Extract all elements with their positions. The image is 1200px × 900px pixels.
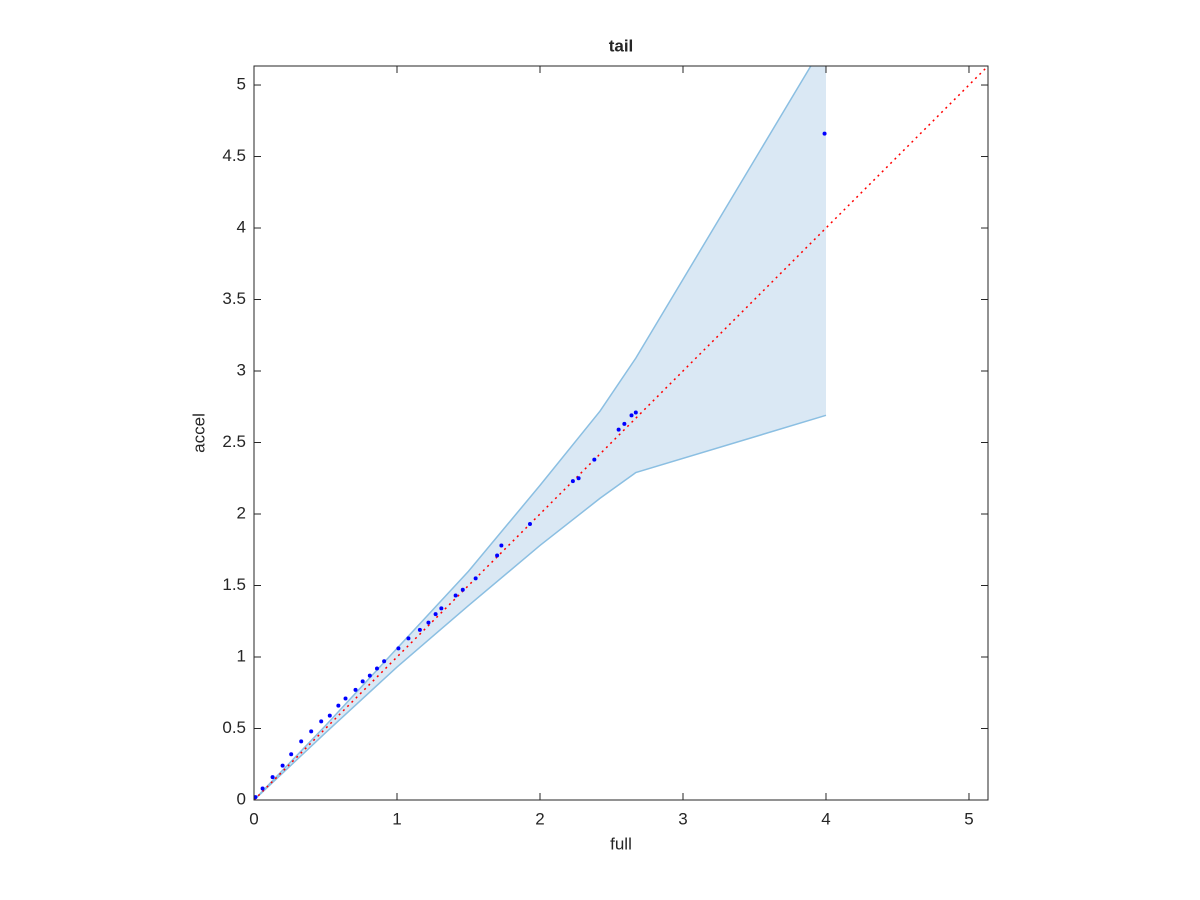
y-tick-label: 2 [237, 503, 246, 522]
data-point [616, 427, 621, 432]
axes-box [253, 65, 989, 801]
data-point [353, 687, 358, 692]
y-tick-label: 0 [237, 789, 246, 808]
data-point [417, 627, 422, 632]
data-point [439, 606, 444, 611]
x-tick-label: 5 [964, 809, 973, 828]
chart-title: tail [609, 36, 634, 55]
data-point [343, 696, 348, 701]
data-point [360, 679, 365, 684]
y-tick-label: 5 [237, 75, 246, 94]
y-tick-label: 3.5 [222, 289, 246, 308]
y-tick-label: 4 [237, 217, 246, 236]
y-tick-label: 1 [237, 646, 246, 665]
x-axis-label: full [610, 834, 632, 853]
data-point [629, 413, 634, 418]
data-point [473, 576, 478, 581]
data-point [382, 659, 387, 664]
data-point [270, 775, 275, 780]
data-point [254, 795, 258, 800]
data-point [327, 713, 332, 718]
data-point [260, 786, 265, 791]
y-tick-label: 1.5 [222, 575, 246, 594]
x-tick-label: 2 [535, 809, 544, 828]
y-tick-label: 0.5 [222, 718, 246, 737]
data-point [374, 666, 379, 671]
data-point [433, 612, 438, 617]
confidence-band [254, 66, 826, 800]
data-point [309, 729, 314, 734]
y-tick-label: 4.5 [222, 146, 246, 165]
data-point [396, 646, 401, 651]
plot-area [254, 66, 988, 800]
data-point [336, 703, 341, 708]
band-edge [254, 414, 827, 800]
data-point [299, 739, 304, 744]
data-point [289, 752, 294, 757]
data-point [822, 131, 827, 136]
x-tick-label: 3 [678, 809, 687, 828]
data-point [592, 457, 597, 462]
data-point [367, 673, 372, 678]
data-point [460, 587, 465, 592]
data-point [622, 421, 627, 426]
data-point [570, 479, 575, 484]
data-point [633, 410, 638, 415]
y-tick-label: 2.5 [222, 432, 246, 451]
x-tick-label: 1 [392, 809, 401, 828]
x-tick-label: 4 [821, 809, 830, 828]
data-point [406, 636, 411, 641]
y-axis-label: accel [189, 413, 208, 453]
x-tick-label: 0 [249, 809, 258, 828]
data-point [319, 719, 324, 724]
data-point [527, 522, 532, 527]
data-point [280, 763, 285, 768]
data-point [453, 593, 458, 598]
data-point [495, 553, 500, 558]
diagonal-reference [254, 66, 988, 800]
data-point [576, 476, 581, 481]
data-point [426, 620, 431, 625]
band-edge [254, 66, 812, 800]
data-point [499, 543, 504, 548]
y-tick-label: 3 [237, 360, 246, 379]
